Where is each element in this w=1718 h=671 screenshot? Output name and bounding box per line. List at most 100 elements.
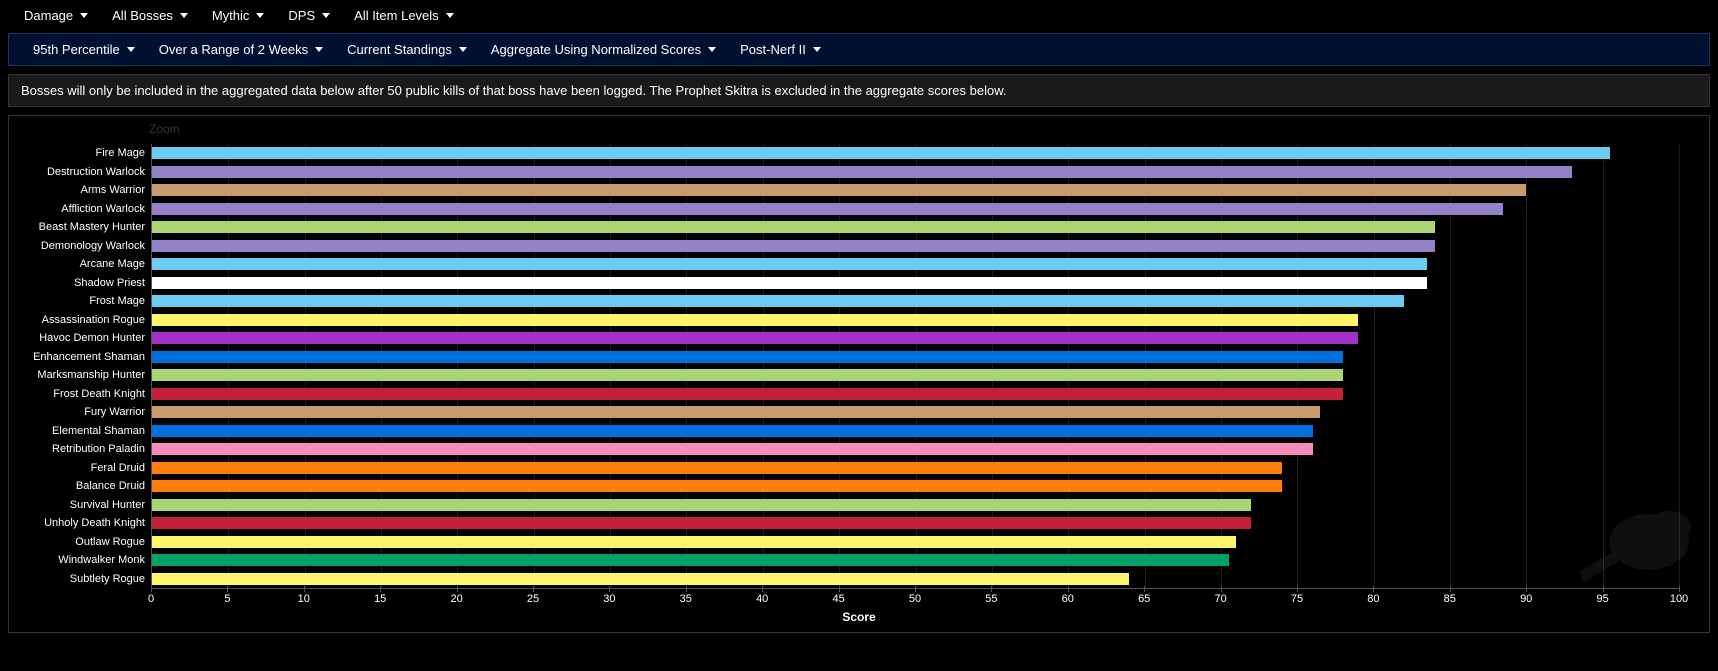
secondary-filter-1[interactable]: Over a Range of 2 Weeks xyxy=(147,37,335,62)
primary-filter-label-4: All Item Levels xyxy=(354,8,439,23)
secondary-filter-label-1: Over a Range of 2 Weeks xyxy=(159,42,308,57)
bar-8[interactable] xyxy=(152,295,1404,307)
chevron-down-icon xyxy=(322,13,330,18)
x-tick-mark xyxy=(304,586,305,592)
x-tick-mark xyxy=(839,586,840,592)
bar-0[interactable] xyxy=(152,147,1610,159)
y-label-0: Fire Mage xyxy=(9,144,151,163)
y-label-2: Arms Warrior xyxy=(9,181,151,200)
x-tick-mark xyxy=(686,586,687,592)
x-tick-label: 80 xyxy=(1367,593,1379,605)
y-label-16: Retribution Paladin xyxy=(9,440,151,459)
bar-4[interactable] xyxy=(152,221,1435,233)
primary-filter-label-0: Damage xyxy=(24,8,73,23)
bar-21[interactable] xyxy=(152,536,1236,548)
y-label-15: Elemental Shaman xyxy=(9,422,151,441)
bar-12[interactable] xyxy=(152,369,1343,381)
x-tick-mark xyxy=(1373,586,1374,592)
x-tick-mark xyxy=(457,586,458,592)
secondary-filter-2[interactable]: Current Standings xyxy=(335,37,479,62)
y-label-12: Marksmanship Hunter xyxy=(9,366,151,385)
bar-16[interactable] xyxy=(152,443,1313,455)
notice-text: Bosses will only be included in the aggr… xyxy=(21,83,1007,98)
bar-23[interactable] xyxy=(152,573,1129,585)
x-tick-mark xyxy=(1297,586,1298,592)
bar-1[interactable] xyxy=(152,166,1572,178)
y-label-22: Windwalker Monk xyxy=(9,551,151,570)
x-tick-label: 55 xyxy=(985,593,997,605)
x-tick-label: 95 xyxy=(1596,593,1608,605)
x-tick-mark xyxy=(915,586,916,592)
bar-14[interactable] xyxy=(152,406,1320,418)
chevron-down-icon xyxy=(708,47,716,52)
x-tick-label: 40 xyxy=(756,593,768,605)
gridline xyxy=(1603,144,1604,588)
secondary-filter-0[interactable]: 95th Percentile xyxy=(21,37,147,62)
y-axis-labels: Fire MageDestruction WarlockArms Warrior… xyxy=(9,144,151,588)
zoom-label: Zoom xyxy=(149,122,180,136)
y-label-1: Destruction Warlock xyxy=(9,163,151,182)
x-tick-label: 65 xyxy=(1138,593,1150,605)
bar-17[interactable] xyxy=(152,462,1282,474)
bar-10[interactable] xyxy=(152,332,1358,344)
bar-18[interactable] xyxy=(152,480,1282,492)
y-label-14: Fury Warrior xyxy=(9,403,151,422)
secondary-filter-bar: 95th Percentile Over a Range of 2 Weeks Cu… xyxy=(8,33,1710,66)
x-tick-label: 15 xyxy=(374,593,386,605)
notice-banner: Bosses will only be included in the aggr… xyxy=(8,74,1710,107)
chevron-down-icon xyxy=(80,13,88,18)
secondary-filter-label-0: 95th Percentile xyxy=(33,42,120,57)
x-tick-mark xyxy=(1144,586,1145,592)
bar-6[interactable] xyxy=(152,258,1427,270)
bar-3[interactable] xyxy=(152,203,1503,215)
primary-filter-label-2: Mythic xyxy=(212,8,250,23)
y-label-21: Outlaw Rogue xyxy=(9,533,151,552)
bar-13[interactable] xyxy=(152,388,1343,400)
primary-filter-label-1: All Bosses xyxy=(112,8,173,23)
bar-2[interactable] xyxy=(152,184,1526,196)
bar-9[interactable] xyxy=(152,314,1358,326)
y-label-13: Frost Death Knight xyxy=(9,385,151,404)
x-tick-mark xyxy=(1450,586,1451,592)
bar-7[interactable] xyxy=(152,277,1427,289)
x-tick-label: 70 xyxy=(1214,593,1226,605)
plot-area xyxy=(151,144,1679,588)
primary-filter-2[interactable]: Mythic xyxy=(200,3,277,28)
x-tick-mark xyxy=(533,586,534,592)
primary-filter-0[interactable]: Damage xyxy=(12,3,100,28)
x-tick-mark xyxy=(380,586,381,592)
primary-filter-1[interactable]: All Bosses xyxy=(100,3,200,28)
chevron-down-icon xyxy=(127,47,135,52)
x-tick-mark xyxy=(1221,586,1222,592)
bar-11[interactable] xyxy=(152,351,1343,363)
bar-22[interactable] xyxy=(152,554,1229,566)
y-label-6: Arcane Mage xyxy=(9,255,151,274)
y-label-5: Demonology Warlock xyxy=(9,237,151,256)
x-tick-label: 50 xyxy=(909,593,921,605)
chart-area: Fire MageDestruction WarlockArms Warrior… xyxy=(9,124,1709,588)
x-tick-label: 25 xyxy=(527,593,539,605)
x-tick-label: 90 xyxy=(1520,593,1532,605)
x-tick-mark xyxy=(1526,586,1527,592)
x-axis: 0510152025303540455055606570758085909510… xyxy=(151,588,1679,608)
x-tick-label: 85 xyxy=(1444,593,1456,605)
secondary-filter-3[interactable]: Aggregate Using Normalized Scores xyxy=(479,37,728,62)
y-label-19: Survival Hunter xyxy=(9,496,151,515)
x-tick-mark xyxy=(1068,586,1069,592)
x-axis-title: Score xyxy=(9,608,1709,628)
x-tick-label: 10 xyxy=(298,593,310,605)
secondary-filter-label-4: Post-Nerf II xyxy=(740,42,806,57)
bar-20[interactable] xyxy=(152,517,1251,529)
chevron-down-icon xyxy=(446,13,454,18)
y-label-3: Affliction Warlock xyxy=(9,200,151,219)
primary-filter-4[interactable]: All Item Levels xyxy=(342,3,466,28)
x-tick-label: 75 xyxy=(1291,593,1303,605)
secondary-filter-4[interactable]: Post-Nerf II xyxy=(728,37,833,62)
bar-19[interactable] xyxy=(152,499,1251,511)
bar-5[interactable] xyxy=(152,240,1435,252)
secondary-filter-label-3: Aggregate Using Normalized Scores xyxy=(491,42,701,57)
y-label-11: Enhancement Shaman xyxy=(9,348,151,367)
x-tick-mark xyxy=(151,586,152,592)
primary-filter-3[interactable]: DPS xyxy=(276,3,342,28)
bar-15[interactable] xyxy=(152,425,1313,437)
